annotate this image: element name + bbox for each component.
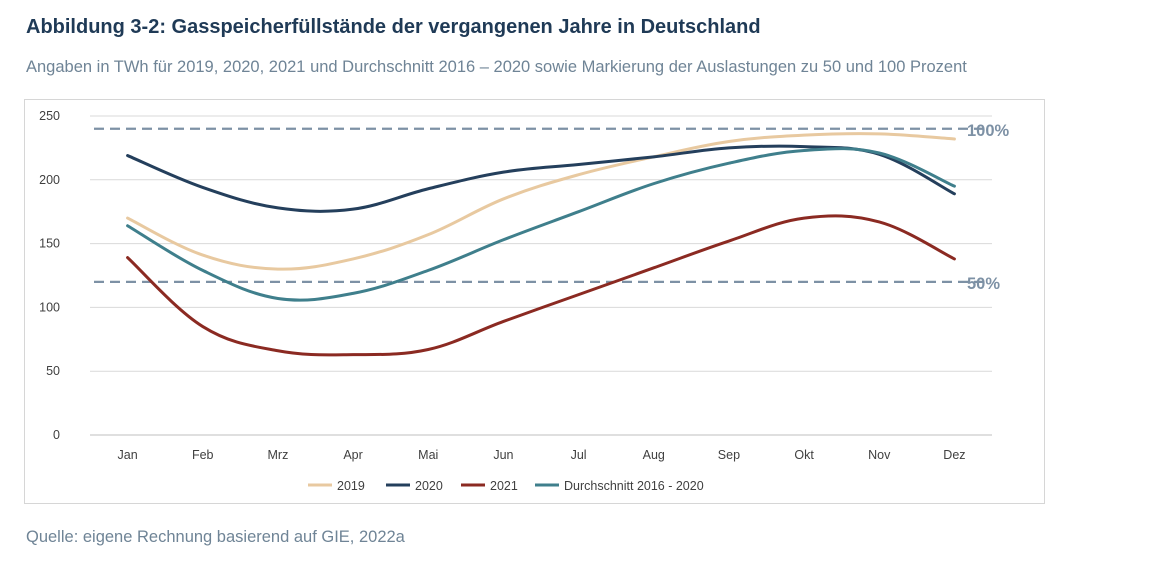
figure-title: Abbildung 3-2: Gasspeicherfüllstände der… <box>26 16 761 38</box>
y-tick-label: 50 <box>46 364 60 378</box>
series-line-2021 <box>126 214 956 357</box>
y-tick-label: 150 <box>39 237 60 251</box>
source-note: Quelle: eigene Rechnung basierend auf GI… <box>26 528 405 546</box>
reference-line-label: 100% <box>967 122 1010 140</box>
legend: 2019 2020 2021 Durchschnitt 2016 - 2020 <box>308 479 704 493</box>
legend-label-2019: 2019 <box>337 479 365 493</box>
x-tick-label: Mai <box>418 448 438 462</box>
y-tick-label: 0 <box>53 428 60 442</box>
x-tick-label: Okt <box>794 448 814 462</box>
x-tick-label: Aug <box>643 448 665 462</box>
x-tick-label: Feb <box>192 448 214 462</box>
series-line-avg <box>126 147 956 302</box>
grid-layer <box>90 115 992 436</box>
x-tick-label: Nov <box>868 448 891 462</box>
x-tick-label: Dez <box>943 448 965 462</box>
reference-lines: 100% 50% <box>94 122 1010 293</box>
series-line-2020 <box>126 144 956 213</box>
figure-subtitle: Angaben in TWh für 2019, 2020, 2021 und … <box>26 58 967 76</box>
y-tick-label: 200 <box>39 173 60 187</box>
x-axis: Jan Feb Mrz Apr Mai Jun Jul Aug Sep Okt Nov Dez <box>118 448 966 462</box>
y-axis: 0 50 100 150 200 250 <box>39 109 60 442</box>
y-tick-label: 250 <box>39 109 60 123</box>
legend-label-avg: Durchschnitt 2016 - 2020 <box>564 479 704 493</box>
chart-frame: 100% 50% 0 50 100 150 200 250 Jan Feb Mrz Apr Mai J… <box>24 99 1045 504</box>
x-tick-label: Jan <box>118 448 138 462</box>
x-tick-label: Sep <box>718 448 740 462</box>
legend-label-2021: 2021 <box>490 479 518 493</box>
x-tick-label: Jul <box>571 448 587 462</box>
series-line-2019 <box>126 132 956 271</box>
reference-line-label: 50% <box>967 275 1000 293</box>
legend-label-2020: 2020 <box>415 479 443 493</box>
y-tick-label: 100 <box>39 300 60 314</box>
series-layer <box>126 132 956 357</box>
x-tick-label: Jun <box>493 448 513 462</box>
x-tick-label: Apr <box>343 448 362 462</box>
x-tick-label: Mrz <box>268 448 289 462</box>
